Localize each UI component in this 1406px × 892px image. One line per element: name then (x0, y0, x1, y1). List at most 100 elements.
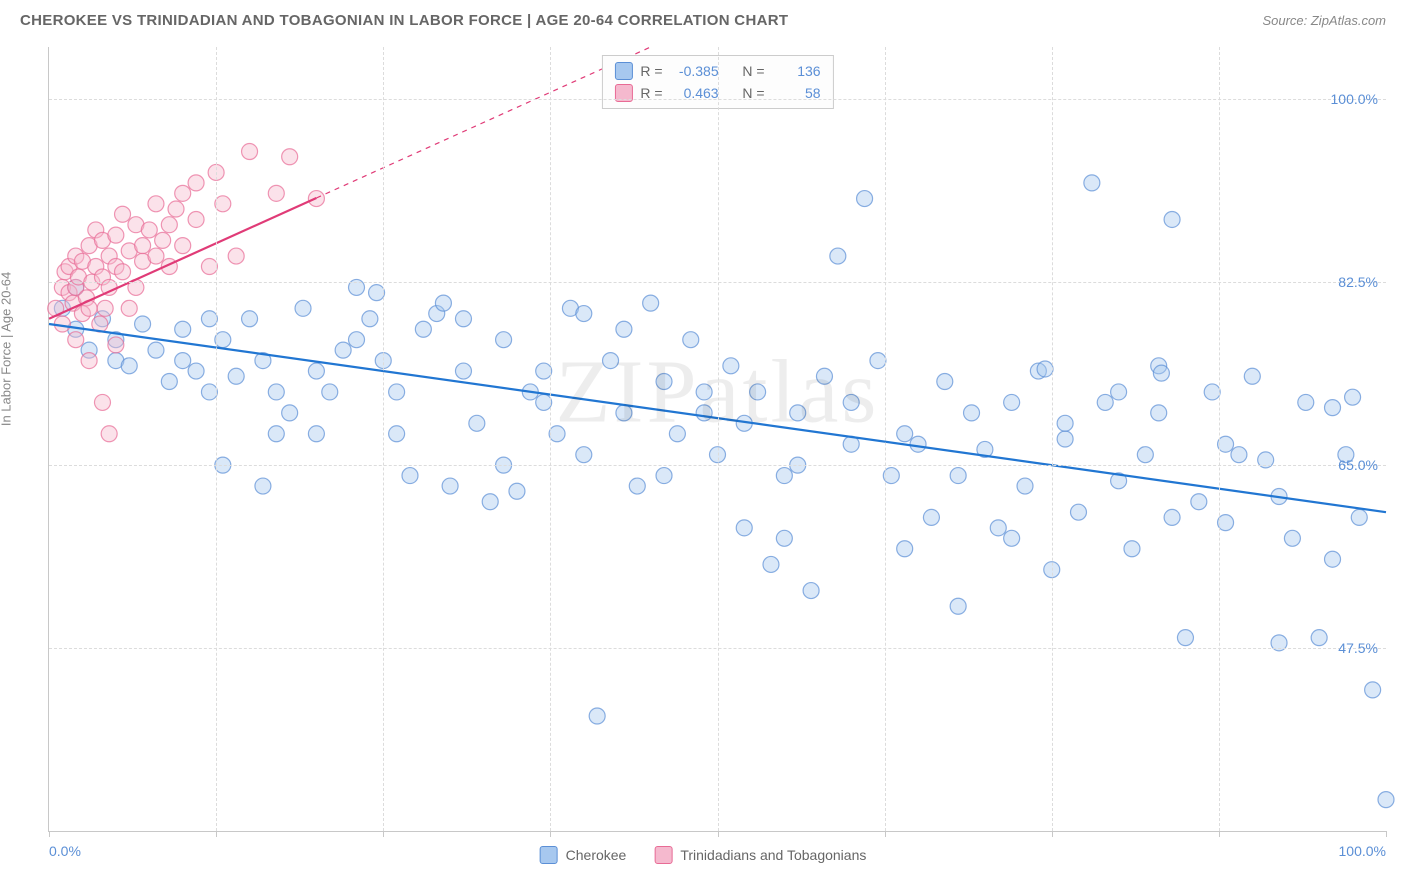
data-point (161, 374, 177, 390)
data-point (161, 217, 177, 233)
data-point (883, 468, 899, 484)
legend-swatch (654, 846, 672, 864)
data-point (121, 358, 137, 374)
r-value: -0.385 (671, 63, 719, 79)
gridline-vertical (885, 47, 886, 831)
data-point (576, 447, 592, 463)
data-point (857, 191, 873, 207)
data-point (228, 248, 244, 264)
data-point (415, 321, 431, 337)
data-point (482, 494, 498, 510)
data-point (643, 295, 659, 311)
data-point (843, 394, 859, 410)
data-point (1137, 447, 1153, 463)
data-point (148, 248, 164, 264)
legend-swatch (614, 62, 632, 80)
data-point (763, 556, 779, 572)
data-point (616, 321, 632, 337)
data-point (1231, 447, 1247, 463)
data-point (115, 206, 131, 222)
data-point (268, 185, 284, 201)
legend-item: Cherokee (540, 846, 627, 864)
data-point (1017, 478, 1033, 494)
data-point (175, 238, 191, 254)
data-point (282, 149, 298, 165)
y-tick-label: 82.5% (1338, 274, 1378, 290)
data-point (1164, 211, 1180, 227)
data-point (1070, 504, 1086, 520)
data-point (923, 509, 939, 525)
data-point (81, 353, 97, 369)
data-point (950, 598, 966, 614)
data-point (589, 708, 605, 724)
data-point (683, 332, 699, 348)
data-point (242, 311, 258, 327)
data-point (455, 311, 471, 327)
data-point (736, 520, 752, 536)
data-point (255, 478, 271, 494)
data-point (1365, 682, 1381, 698)
data-point (188, 363, 204, 379)
data-point (830, 248, 846, 264)
data-point (188, 175, 204, 191)
data-point (268, 384, 284, 400)
data-point (803, 583, 819, 599)
x-tick-label: 0.0% (49, 843, 81, 859)
y-tick-label: 47.5% (1338, 640, 1378, 656)
data-point (776, 468, 792, 484)
x-tick-mark (1386, 831, 1387, 837)
data-point (1218, 436, 1234, 452)
legend-swatch (540, 846, 558, 864)
data-point (937, 374, 953, 390)
data-point (536, 394, 552, 410)
data-point (97, 300, 113, 316)
data-point (696, 405, 712, 421)
data-point (776, 530, 792, 546)
data-point (135, 238, 151, 254)
legend-label: Trinidadians and Tobagonians (680, 847, 866, 863)
data-point (121, 300, 137, 316)
data-point (135, 316, 151, 332)
data-point (389, 426, 405, 442)
data-point (215, 332, 231, 348)
data-point (496, 332, 512, 348)
data-point (215, 196, 231, 212)
data-point (268, 426, 284, 442)
data-point (455, 363, 471, 379)
y-tick-label: 100.0% (1331, 91, 1378, 107)
data-point (549, 426, 565, 442)
y-tick-label: 65.0% (1338, 457, 1378, 473)
data-point (442, 478, 458, 494)
x-tick-mark (1219, 831, 1220, 837)
data-point (295, 300, 311, 316)
x-tick-mark (550, 831, 551, 837)
data-point (1378, 792, 1394, 808)
chart-container: In Labor Force | Age 20-64 ZIPatlas R =-… (0, 37, 1406, 892)
data-point (536, 363, 552, 379)
x-tick-mark (49, 831, 50, 837)
data-point (816, 368, 832, 384)
gridline-vertical (1052, 47, 1053, 831)
gridline-vertical (718, 47, 719, 831)
data-point (616, 405, 632, 421)
data-point (148, 196, 164, 212)
data-point (362, 311, 378, 327)
data-point (669, 426, 685, 442)
data-point (242, 144, 258, 160)
data-point (1345, 389, 1361, 405)
data-point (108, 337, 124, 353)
data-point (115, 264, 131, 280)
data-point (369, 285, 385, 301)
data-point (1284, 530, 1300, 546)
data-point (750, 384, 766, 400)
data-point (1004, 394, 1020, 410)
data-point (870, 353, 886, 369)
data-point (1218, 515, 1234, 531)
x-tick-mark (216, 831, 217, 837)
data-point (201, 384, 217, 400)
n-label: N = (742, 63, 764, 79)
data-point (175, 185, 191, 201)
gridline-vertical (216, 47, 217, 831)
data-point (1244, 368, 1260, 384)
legend-item: Trinidadians and Tobagonians (654, 846, 866, 864)
